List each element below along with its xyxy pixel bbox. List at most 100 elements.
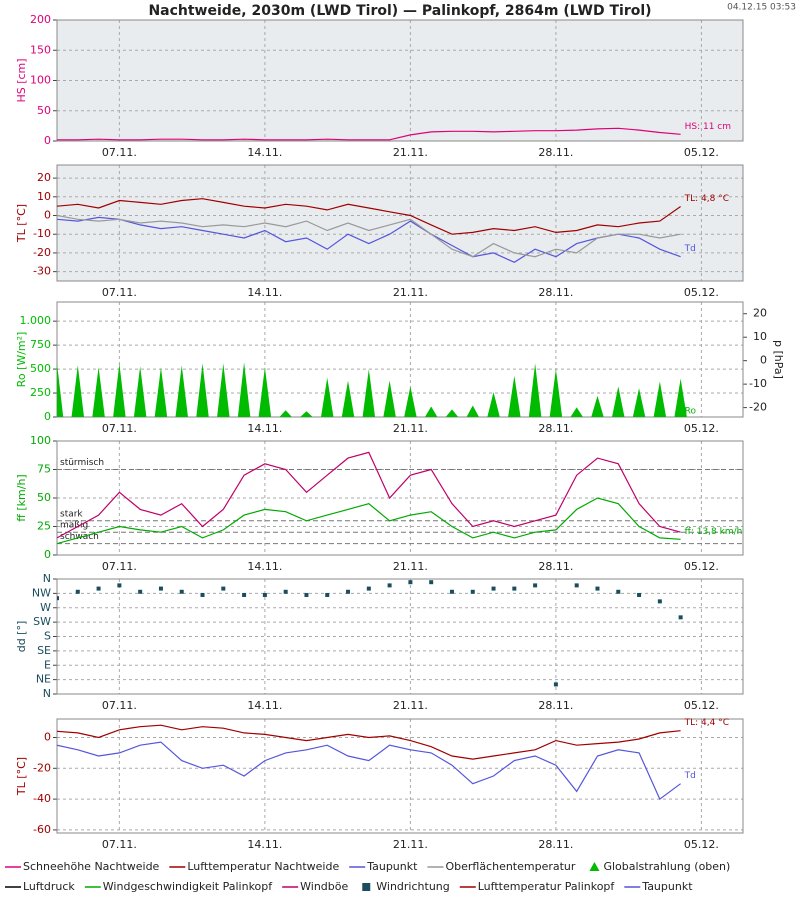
- y-tick-label: 25: [37, 520, 51, 533]
- x-tick-label: 05.12.: [684, 422, 719, 435]
- y-tick-label: SW: [33, 615, 51, 628]
- radiation-spike: [591, 395, 604, 417]
- timestamp: 04.12.15 03:53: [727, 3, 796, 13]
- y-tick-label: 0: [44, 134, 51, 147]
- x-tick-label: 21.11.: [393, 146, 428, 159]
- legend-label: Taupunkt: [641, 880, 693, 893]
- y-axis-label: TL [°C]: [15, 204, 28, 243]
- series-group: [57, 724, 681, 801]
- scatter-point: [574, 583, 579, 588]
- radiation-spike: [133, 366, 147, 417]
- scatter-point: [57, 596, 59, 601]
- scatter-point: [491, 586, 496, 591]
- end-label: TL: 4,8 °C: [684, 194, 729, 204]
- scatter-point: [533, 583, 538, 588]
- radiation-spike: [508, 375, 521, 417]
- radiation-spike: [445, 409, 459, 417]
- x-tick-label: 14.11.: [247, 422, 282, 435]
- scatter-point: [200, 592, 205, 597]
- x-tick-label: 05.12.: [684, 699, 719, 712]
- plot-area: [57, 165, 743, 281]
- x-tick-label: 28.11.: [538, 286, 573, 299]
- y-tick-label: 0: [44, 410, 51, 423]
- x-tick-label: 05.12.: [684, 286, 719, 299]
- y-tick-label: 500: [30, 362, 51, 375]
- scatter-point: [221, 586, 226, 591]
- plot-area: [57, 719, 743, 833]
- y-tick-label: -20: [33, 246, 51, 259]
- y-tick-label: 0: [44, 209, 51, 222]
- series-line: [57, 214, 681, 258]
- radiation-spike: [528, 363, 542, 417]
- y-axis-label: ff [km/h]: [15, 474, 28, 521]
- y-tick-label: 10: [37, 190, 51, 203]
- y-tick-label: S: [44, 630, 51, 643]
- scatter-point: [117, 583, 122, 588]
- y-tick-label: 0: [44, 548, 51, 561]
- plot-frame: [56, 164, 744, 282]
- scatter-point: [678, 615, 683, 620]
- scatter-point: [429, 580, 434, 585]
- y-tick-label: W: [40, 601, 51, 614]
- y-tick-label: 50: [37, 104, 51, 117]
- radiation-spike: [279, 410, 292, 417]
- y-tick-label: NW: [32, 586, 51, 599]
- legend-label: Taupunkt: [366, 860, 418, 873]
- y-tick-label: 0: [44, 730, 51, 743]
- y-tick-label: -60: [33, 823, 51, 836]
- radiation-spike: [113, 363, 126, 417]
- x-tick-label: 05.12.: [684, 838, 719, 851]
- radiation-spike: [362, 369, 376, 417]
- x-tick-label: 28.11.: [538, 699, 573, 712]
- radiation-spike: [549, 369, 563, 417]
- legend-label: Lufttemperatur Nachtweide: [187, 860, 339, 873]
- legend-label: Lufttemperatur Palinkopf: [478, 880, 616, 893]
- radiation-spike: [570, 407, 583, 417]
- threshold-label: mäßig: [60, 521, 88, 531]
- x-tick-label: 14.11.: [247, 286, 282, 299]
- legend-label: Windrichtung: [376, 880, 449, 893]
- plot-frame: [56, 19, 744, 142]
- scatter-point: [637, 592, 642, 597]
- x-tick-label: 07.11.: [102, 560, 137, 573]
- end-label: ff: 13,8 km/h: [685, 527, 743, 537]
- x-tick-label: 14.11.: [247, 560, 282, 573]
- radiation-spike: [321, 377, 334, 417]
- radiation-spike: [674, 378, 687, 417]
- plot-frame: [56, 718, 744, 834]
- radiation-spike: [300, 411, 313, 417]
- y-tick-label: 750: [30, 338, 51, 351]
- scatter-point: [325, 592, 330, 597]
- series-line: [57, 198, 681, 235]
- radiation-spike: [632, 388, 646, 417]
- legend-marker: [589, 862, 600, 871]
- y-tick-label: 20: [37, 171, 51, 184]
- legend-label: Windgeschwindigkeit Palinkopf: [103, 880, 273, 893]
- radiation-spike: [71, 365, 85, 417]
- legend-label: Luftdruck: [23, 880, 75, 893]
- radiation-spike: [217, 363, 230, 417]
- y-tick-label: 50: [37, 491, 51, 504]
- series-line: [57, 451, 681, 539]
- plot-frame: [56, 301, 744, 418]
- y-tick-label: -10: [33, 227, 51, 240]
- scatter-point: [283, 589, 288, 594]
- y-tick-label: 100: [30, 74, 51, 87]
- y2-tick-label: 10: [753, 330, 767, 343]
- y-tick-label: 100: [30, 434, 51, 447]
- y-tick-label: SE: [37, 644, 51, 657]
- x-tick-label: 07.11.: [102, 699, 137, 712]
- scatter-point: [346, 589, 351, 594]
- x-tick-label: 28.11.: [538, 146, 573, 159]
- radiation-spike: [612, 386, 625, 417]
- y-tick-label: 200: [30, 13, 51, 26]
- end-label: Ro: [685, 407, 697, 417]
- y2-tick-label: -10: [749, 377, 767, 390]
- x-tick-label: 07.11.: [102, 146, 137, 159]
- y-tick-label: N: [43, 687, 51, 700]
- radiation-spike: [487, 392, 500, 417]
- scatter-point: [387, 583, 392, 588]
- scatter-point: [366, 586, 371, 591]
- series-line: [57, 127, 681, 141]
